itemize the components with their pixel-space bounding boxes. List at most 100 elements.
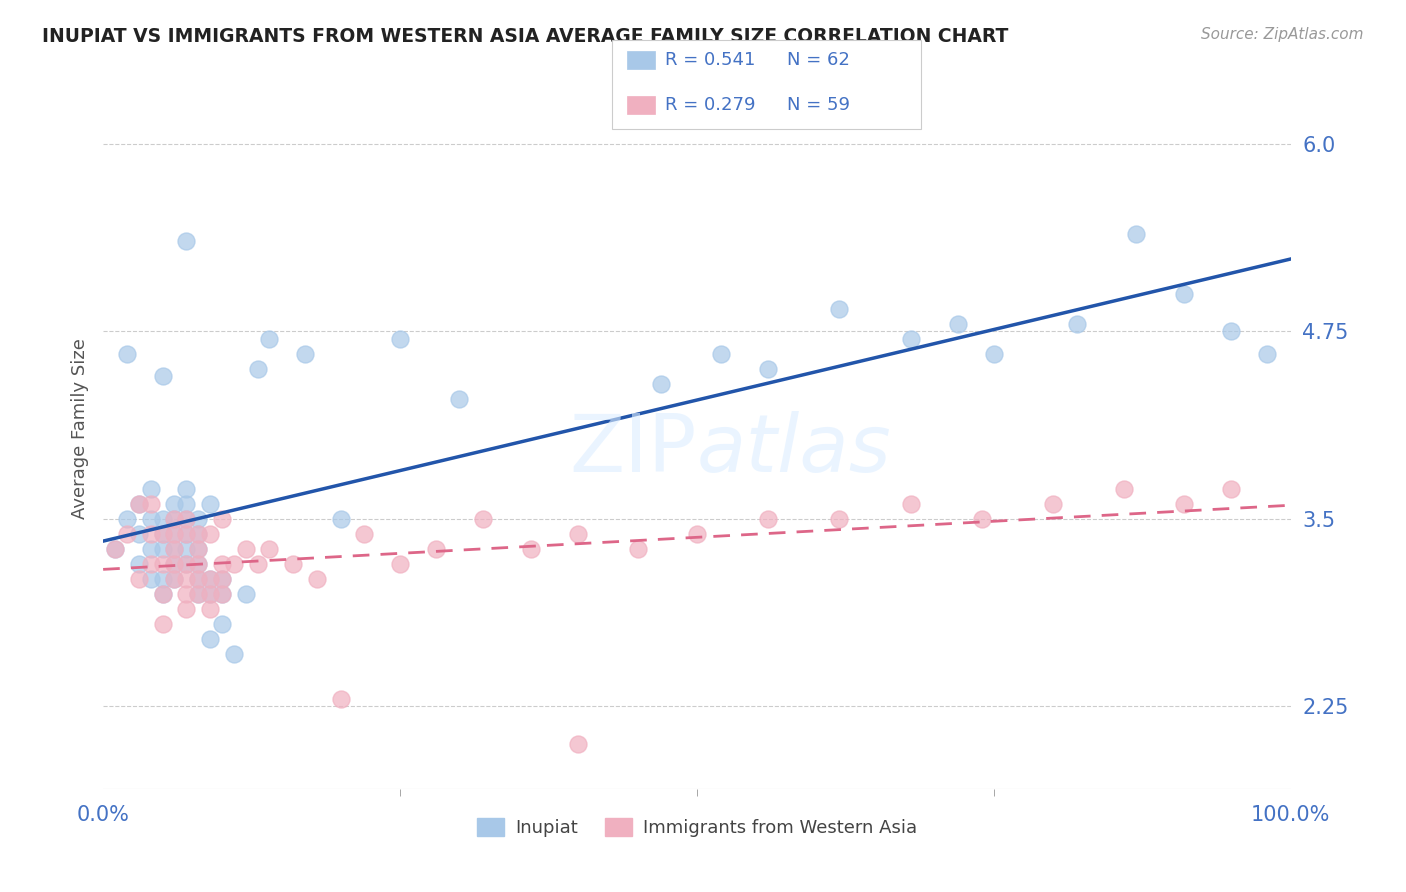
Point — [187, 511, 209, 525]
Text: atlas: atlas — [697, 411, 891, 489]
Point — [388, 332, 411, 346]
Point — [174, 586, 197, 600]
Point — [139, 496, 162, 510]
Point — [187, 526, 209, 541]
Point — [139, 526, 162, 541]
Point — [970, 511, 993, 525]
Point — [152, 526, 174, 541]
Point — [235, 541, 257, 556]
Point — [187, 541, 209, 556]
Point — [139, 572, 162, 586]
Point — [128, 557, 150, 571]
Point — [1220, 482, 1243, 496]
Point — [449, 392, 471, 406]
Point — [1042, 496, 1064, 510]
Point — [211, 616, 233, 631]
Point — [329, 511, 352, 525]
Point — [174, 601, 197, 615]
Point — [115, 346, 138, 360]
Point — [198, 632, 221, 646]
Point — [152, 586, 174, 600]
Point — [828, 301, 851, 316]
Point — [104, 541, 127, 556]
Point — [104, 541, 127, 556]
Point — [152, 616, 174, 631]
Point — [163, 572, 186, 586]
Point — [1173, 496, 1195, 510]
Point — [1125, 227, 1147, 241]
Point — [211, 511, 233, 525]
Text: R = 0.279: R = 0.279 — [665, 95, 755, 114]
Point — [174, 557, 197, 571]
Point — [519, 541, 541, 556]
Point — [1114, 482, 1136, 496]
Point — [1066, 317, 1088, 331]
Point — [294, 346, 316, 360]
Point — [246, 557, 269, 571]
Point — [211, 586, 233, 600]
Point — [187, 586, 209, 600]
Point — [152, 511, 174, 525]
Point — [139, 557, 162, 571]
Point — [115, 511, 138, 525]
Point — [128, 572, 150, 586]
Point — [281, 557, 304, 571]
Point — [163, 496, 186, 510]
Point — [211, 572, 233, 586]
Point — [198, 586, 221, 600]
Point — [246, 361, 269, 376]
Text: Source: ZipAtlas.com: Source: ZipAtlas.com — [1201, 27, 1364, 42]
Point — [650, 376, 672, 391]
Point — [152, 572, 174, 586]
Point — [163, 511, 186, 525]
Point — [626, 541, 648, 556]
Point — [900, 496, 922, 510]
Point — [139, 511, 162, 525]
Text: N = 59: N = 59 — [787, 95, 851, 114]
Point — [900, 332, 922, 346]
Point — [388, 557, 411, 571]
Point — [710, 346, 733, 360]
Point — [174, 511, 197, 525]
Point — [198, 601, 221, 615]
Point — [187, 572, 209, 586]
Point — [174, 234, 197, 248]
Point — [211, 557, 233, 571]
Point — [472, 511, 495, 525]
Point — [152, 369, 174, 384]
Point — [329, 691, 352, 706]
Point — [174, 526, 197, 541]
Point — [187, 572, 209, 586]
Point — [235, 586, 257, 600]
Text: ZIP: ZIP — [569, 411, 697, 489]
Point — [1220, 324, 1243, 338]
Point — [152, 526, 174, 541]
Point — [139, 541, 162, 556]
Point — [187, 557, 209, 571]
Point — [567, 526, 589, 541]
Point — [174, 482, 197, 496]
Point — [187, 586, 209, 600]
Point — [187, 557, 209, 571]
Point — [425, 541, 447, 556]
Point — [163, 541, 186, 556]
Point — [174, 541, 197, 556]
Point — [756, 361, 779, 376]
Point — [946, 317, 969, 331]
Point — [259, 332, 281, 346]
Point — [1173, 286, 1195, 301]
Point — [353, 526, 375, 541]
Point — [305, 572, 328, 586]
Point — [756, 511, 779, 525]
Point — [211, 586, 233, 600]
Point — [187, 541, 209, 556]
Text: INUPIAT VS IMMIGRANTS FROM WESTERN ASIA AVERAGE FAMILY SIZE CORRELATION CHART: INUPIAT VS IMMIGRANTS FROM WESTERN ASIA … — [42, 27, 1008, 45]
Point — [163, 526, 186, 541]
Point — [163, 511, 186, 525]
Point — [152, 541, 174, 556]
Point — [174, 572, 197, 586]
Point — [567, 737, 589, 751]
Point — [259, 541, 281, 556]
Point — [198, 496, 221, 510]
Point — [211, 572, 233, 586]
